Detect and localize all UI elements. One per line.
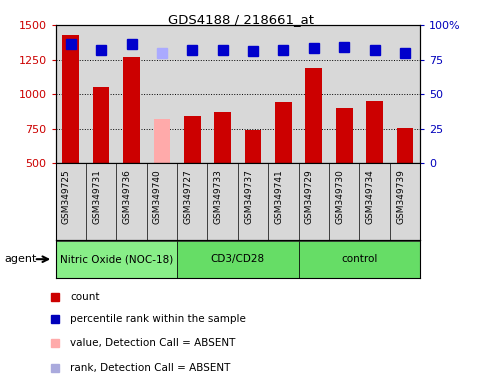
Text: GSM349730: GSM349730: [335, 169, 344, 224]
Bar: [177, 241, 298, 278]
Text: agent: agent: [5, 254, 37, 264]
Bar: [366, 101, 383, 163]
Text: rank, Detection Call = ABSENT: rank, Detection Call = ABSENT: [70, 363, 230, 373]
Text: GSM349736: GSM349736: [123, 169, 131, 224]
Text: GSM349734: GSM349734: [366, 169, 375, 224]
Text: control: control: [341, 254, 378, 264]
Text: GSM349739: GSM349739: [396, 169, 405, 224]
Text: GSM349741: GSM349741: [274, 169, 284, 224]
Text: GDS4188 / 218661_at: GDS4188 / 218661_at: [169, 13, 314, 26]
Text: value, Detection Call = ABSENT: value, Detection Call = ABSENT: [70, 338, 236, 348]
Bar: [214, 112, 231, 163]
Text: GSM349731: GSM349731: [92, 169, 101, 224]
Bar: [275, 103, 292, 163]
Text: GSM349725: GSM349725: [62, 169, 71, 224]
Bar: [56, 241, 177, 278]
Text: Nitric Oxide (NOC-18): Nitric Oxide (NOC-18): [60, 254, 173, 264]
Bar: [123, 57, 140, 163]
Bar: [62, 35, 79, 163]
Text: GSM349727: GSM349727: [183, 169, 192, 224]
Bar: [184, 116, 200, 163]
Bar: [305, 68, 322, 163]
Text: GSM349740: GSM349740: [153, 169, 162, 224]
Bar: [245, 130, 261, 163]
Bar: [93, 87, 110, 163]
Bar: [154, 119, 170, 163]
Bar: [298, 241, 420, 278]
Bar: [336, 108, 353, 163]
Text: GSM349733: GSM349733: [213, 169, 223, 224]
Bar: [397, 128, 413, 163]
Text: GSM349729: GSM349729: [305, 169, 314, 224]
Text: percentile rank within the sample: percentile rank within the sample: [70, 314, 246, 324]
Text: CD3/CD28: CD3/CD28: [211, 254, 265, 264]
Text: GSM349737: GSM349737: [244, 169, 253, 224]
Text: count: count: [70, 292, 99, 302]
